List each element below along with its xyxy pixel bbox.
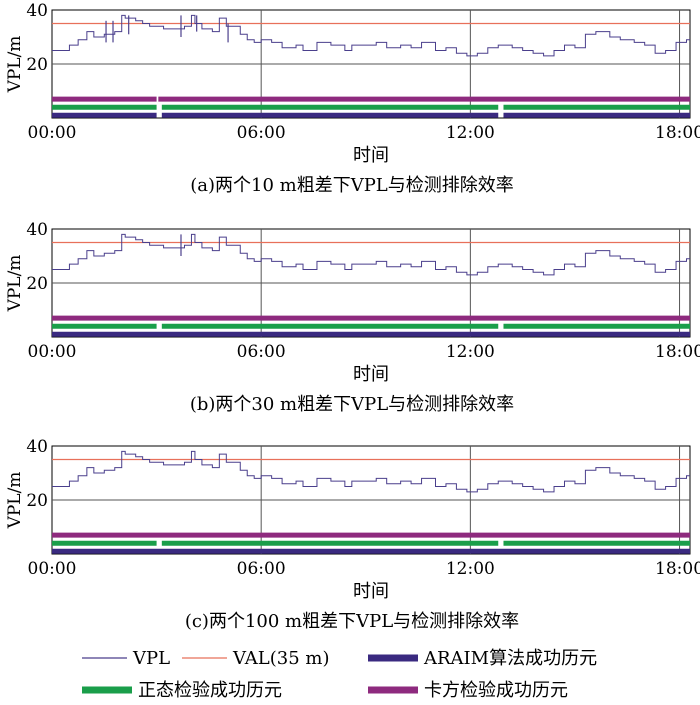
x-tick-label: 18:00 — [655, 342, 700, 362]
y-tick-label: 40 — [26, 437, 48, 457]
normal-legend-label: 正态检验成功历元 — [138, 680, 282, 701]
val-legend-label: VAL(35 m) — [232, 648, 329, 669]
y-tick-label: 20 — [26, 55, 48, 75]
x-axis-label: 时间 — [353, 364, 389, 385]
x-tick-label: 18:00 — [655, 123, 700, 143]
y-tick-label: 20 — [26, 491, 48, 511]
y-axis-label: VPL/m — [5, 255, 25, 313]
vpl-line — [52, 14, 690, 57]
panel-a: 20 40 00:00 06:00 12:00 18:00 VPL/m 时间 (a)两个10 m… — [5, 1, 700, 196]
araim-legend-label: ARAIM算法成功历元 — [423, 648, 597, 669]
x-tick-label: 06:00 — [237, 123, 286, 143]
vpl-line — [52, 233, 690, 276]
panel-caption: (a)两个10 m粗差下VPL与检测排除效率 — [190, 175, 514, 196]
y-tick-label: 40 — [26, 1, 48, 21]
x-axis-label: 时间 — [353, 145, 389, 166]
vpl-line — [52, 450, 690, 493]
chi-legend-label: 卡方检验成功历元 — [424, 680, 568, 701]
panel-caption: (b)两个30 m粗差下VPL与检测排除效率 — [190, 394, 514, 415]
y-tick-label: 20 — [26, 274, 48, 294]
x-tick-label: 12:00 — [446, 559, 495, 579]
y-axis-label: VPL/m — [5, 36, 25, 94]
y-axis-label: VPL/m — [5, 472, 25, 530]
x-tick-label: 00:00 — [28, 342, 77, 362]
x-tick-label: 12:00 — [446, 123, 495, 143]
x-tick-label: 06:00 — [237, 559, 286, 579]
x-tick-label: 00:00 — [28, 123, 77, 143]
panels: 20 40 00:00 06:00 12:00 18:00 VPL/m 时间 (a)两个10 m… — [5, 1, 700, 632]
x-tick-label: 06:00 — [237, 342, 286, 362]
x-tick-label: 12:00 — [446, 342, 495, 362]
vpl-legend-label: VPL — [132, 648, 170, 669]
panel-c: 20 40 00:00 06:00 12:00 18:00 VPL/m 时间 (c)两个100 … — [5, 437, 700, 632]
panel-caption: (c)两个100 m粗差下VPL与检测排除效率 — [185, 611, 519, 632]
x-tick-label: 00:00 — [28, 559, 77, 579]
y-tick-label: 40 — [26, 220, 48, 240]
panel-b: 20 40 00:00 06:00 12:00 18:00 VPL/m 时间 (b)两个30 m… — [5, 220, 700, 415]
x-tick-label: 18:00 — [655, 559, 700, 579]
x-axis-label: 时间 — [353, 581, 389, 602]
